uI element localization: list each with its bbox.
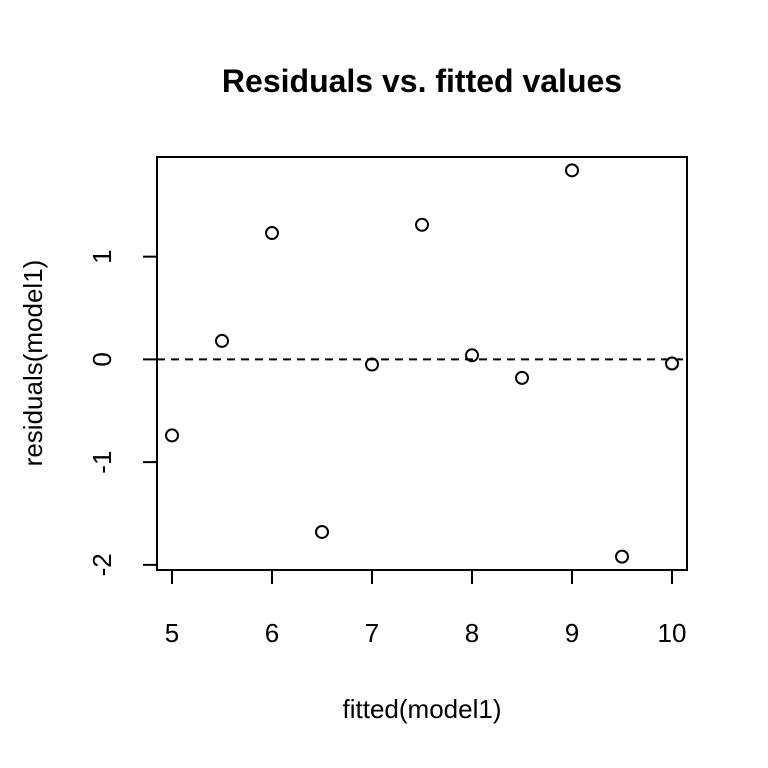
data-point xyxy=(315,524,329,539)
data-point xyxy=(615,549,629,564)
y-axis: -2 -1 0 1 xyxy=(87,249,158,576)
x-axis-label: fitted(model1) xyxy=(343,694,502,724)
data-points xyxy=(165,163,679,564)
x-axis: 5 6 7 8 9 10 xyxy=(165,569,687,648)
data-point xyxy=(465,348,479,363)
x-tick-label: 7 xyxy=(365,618,379,648)
data-point xyxy=(165,428,179,443)
x-tick-label: 6 xyxy=(265,618,279,648)
x-tick-label: 9 xyxy=(565,618,579,648)
y-tick-label: 0 xyxy=(87,352,117,366)
data-point xyxy=(265,226,279,241)
data-point xyxy=(365,357,379,372)
data-point xyxy=(665,356,679,371)
data-point xyxy=(415,217,429,232)
x-tick-label: 5 xyxy=(165,618,179,648)
x-tick-label: 8 xyxy=(465,618,479,648)
data-point xyxy=(565,163,579,178)
y-tick-label: -2 xyxy=(87,553,117,576)
y-axis-label: residuals(model1) xyxy=(18,260,48,467)
data-point xyxy=(215,333,229,348)
y-tick-label: -1 xyxy=(87,451,117,474)
y-tick-label: 1 xyxy=(87,249,117,263)
data-point xyxy=(515,370,529,385)
chart-title: Residuals vs. fitted values xyxy=(222,63,622,99)
x-tick-label: 10 xyxy=(658,618,687,648)
